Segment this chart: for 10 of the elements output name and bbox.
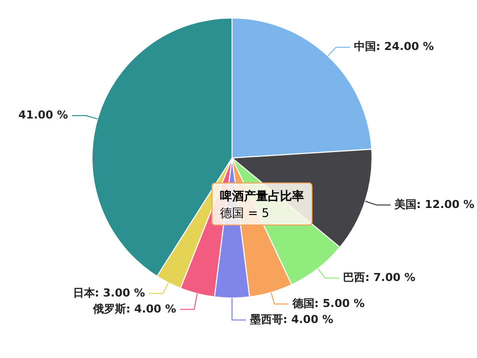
slice-label: 美国: 12.00 % [394,198,474,211]
slice-label: 俄罗斯: 4.00 % [92,302,176,316]
slice-label: 巴西: 7.00 % [343,271,416,284]
data-label: 41.00 % [18,108,68,122]
text: 啤酒产量占比率 [220,189,304,203]
text: 德国 = 5 [220,206,270,220]
slice-label: 德国: 5.00 % [291,296,365,310]
slice-label: 中国: 24.00 % [354,40,434,54]
slice-label: 日本: 3.00 % [72,286,145,300]
slice-label: 墨西哥: 4.00 % [249,312,334,326]
